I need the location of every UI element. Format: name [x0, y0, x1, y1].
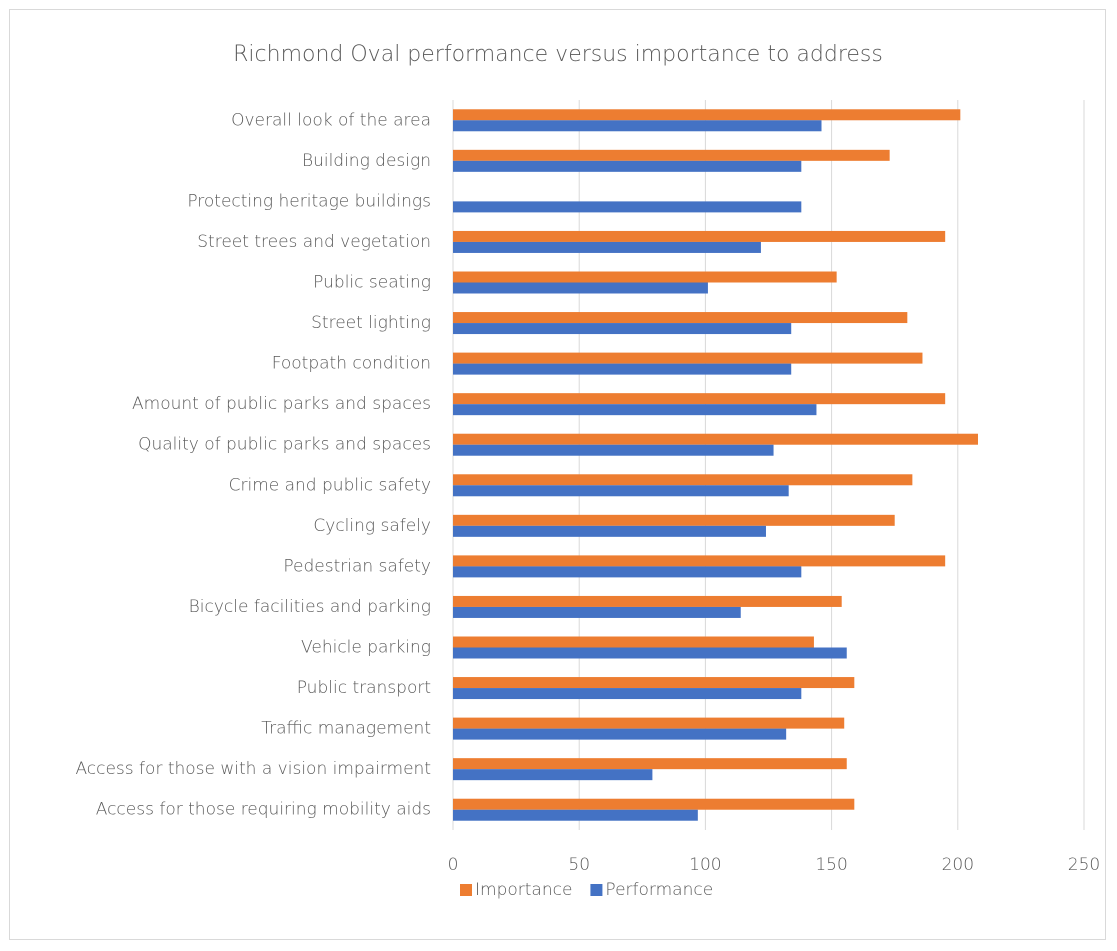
y-tick-label: Bicycle facilities and parking — [189, 597, 431, 617]
bar — [453, 271, 837, 283]
bar — [453, 717, 845, 729]
y-tick-label: Crime and public safety — [229, 475, 431, 495]
legend-label: Importance — [475, 880, 572, 900]
bar — [453, 312, 908, 324]
y-tick-label: Quality of public parks and spaces — [138, 435, 431, 455]
bar — [453, 393, 946, 405]
bar — [453, 363, 792, 375]
bar — [453, 647, 847, 659]
y-tick-label: Overall look of the area — [231, 110, 431, 130]
legend-swatch — [460, 884, 472, 896]
y-tick-label: Public transport — [297, 678, 431, 698]
bar — [453, 241, 761, 253]
x-tick-label: 200 — [942, 855, 974, 875]
legend-label: Performance — [605, 880, 713, 900]
bar — [453, 514, 895, 526]
bar — [453, 677, 855, 689]
y-tick-label: Cycling safely — [313, 516, 431, 536]
y-tick-label: Street trees and vegetation — [197, 232, 431, 252]
legend-swatch — [590, 884, 603, 896]
y-tick-label: Building design — [302, 151, 431, 171]
bar — [453, 809, 698, 821]
bar — [453, 230, 946, 242]
bar — [453, 636, 814, 648]
x-tick-label: 50 — [568, 855, 590, 875]
bar — [453, 525, 766, 537]
bar — [453, 474, 913, 486]
y-tick-label: Amount of public parks and spaces — [132, 394, 431, 414]
x-tick-label: 150 — [815, 855, 847, 875]
bar — [453, 728, 787, 740]
y-tick-label: Traffic management — [261, 719, 431, 739]
x-tick-label: 250 — [1068, 855, 1100, 875]
y-tick-label: Access for those with a vision impairmen… — [75, 759, 431, 779]
bar — [453, 798, 855, 810]
y-tick-label: Public seating — [313, 273, 431, 293]
y-tick-label: Footpath condition — [272, 354, 431, 374]
bar — [453, 352, 923, 364]
bar — [453, 109, 961, 121]
bar — [453, 120, 822, 132]
bar — [453, 595, 842, 607]
bar — [453, 160, 802, 172]
bar — [453, 404, 817, 416]
bar — [453, 485, 789, 497]
bar — [453, 555, 946, 567]
bar — [453, 758, 847, 770]
bar — [453, 149, 890, 161]
y-tick-label: Access for those requiring mobility aids — [96, 800, 431, 820]
y-tick-label: Protecting heritage buildings — [187, 191, 431, 211]
bar — [453, 688, 802, 700]
bar — [453, 566, 802, 578]
bar — [453, 433, 978, 445]
y-tick-label: Street lighting — [311, 313, 431, 333]
x-tick-label: 100 — [689, 855, 721, 875]
bar — [453, 606, 741, 618]
chart-title: Richmond Oval performance versus importa… — [233, 42, 883, 67]
bar — [453, 282, 708, 294]
x-tick-label: 0 — [448, 855, 459, 875]
bar — [453, 201, 802, 213]
y-tick-label: Pedestrian safety — [283, 556, 431, 576]
bar — [453, 323, 792, 335]
bar — [453, 444, 774, 456]
bar — [453, 769, 653, 781]
y-tick-label: Vehicle parking — [301, 638, 431, 658]
